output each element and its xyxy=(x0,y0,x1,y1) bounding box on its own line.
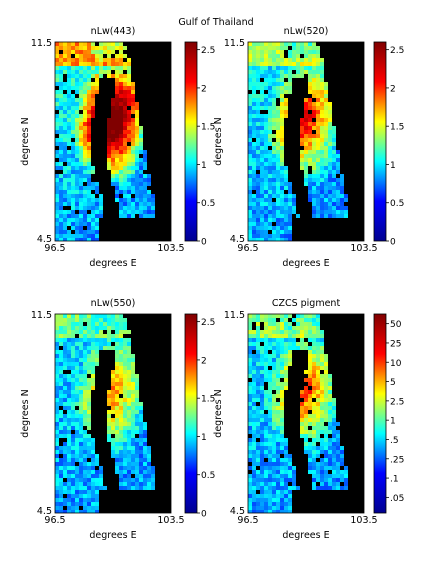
y-tick-label: 4.5 xyxy=(37,506,52,517)
colorbar-tick-label: 2 xyxy=(201,356,207,366)
colorbar-tick-label: 0 xyxy=(201,238,207,248)
y-tick-label: 11.5 xyxy=(31,310,52,321)
colorbar xyxy=(373,313,387,514)
y-axis-label: degrees N xyxy=(213,389,224,437)
y-tick-label: 4.5 xyxy=(230,234,245,245)
y-axis-label: degrees N xyxy=(20,117,31,165)
x-tick-label: 103.5 xyxy=(157,243,184,254)
x-axis-label: degrees E xyxy=(282,258,329,269)
ocean-color-field xyxy=(55,314,155,513)
x-axis-label: degrees E xyxy=(282,530,329,541)
colorbar-tick-label: 2.5 xyxy=(201,46,215,56)
colorbar-tick-label: 50 xyxy=(390,320,402,330)
x-tick-label: 96.5 xyxy=(237,515,258,526)
colorbar-tick-label: 1 xyxy=(390,161,396,171)
colorbar-tick-label: 2 xyxy=(390,84,396,94)
panel-4: CZCS pigment 11.5 4.596.5 103.5 degrees E deg… xyxy=(213,298,404,541)
colorbar-tick-label: 2.5 xyxy=(201,318,215,328)
axes-frame xyxy=(247,41,365,242)
axes-frame xyxy=(247,313,365,514)
y-axis-label: degrees N xyxy=(20,389,31,437)
x-tick-label: 103.5 xyxy=(157,515,184,526)
figure-title: Gulf of Thailand xyxy=(178,17,253,28)
colorbar-tick-label: 0 xyxy=(390,238,396,248)
colorbar-tick-label: 1.5 xyxy=(201,395,215,405)
colorbar-tick-label: 0.5 xyxy=(201,471,215,481)
colorbar-tick-label: 1 xyxy=(390,417,396,427)
x-tick-label: 96.5 xyxy=(237,243,258,254)
colorbar-tick-label: .1 xyxy=(390,475,399,485)
x-axis-label: degrees E xyxy=(89,258,136,269)
colorbar-tick-label: 5 xyxy=(390,378,396,388)
ocean-color-field xyxy=(248,42,348,241)
colorbar xyxy=(184,313,198,514)
y-axis-label: degrees N xyxy=(213,117,224,165)
x-tick-label: 96.5 xyxy=(44,515,65,526)
x-tick-label: 103.5 xyxy=(350,515,377,526)
ocean-color-field xyxy=(55,42,155,241)
colorbar-tick-label: 10 xyxy=(390,359,402,369)
axes-frame xyxy=(54,41,172,242)
colorbar-tick-label: 1 xyxy=(201,433,207,443)
colorbar-tick-label: .25 xyxy=(390,455,404,465)
colorbar xyxy=(373,41,387,242)
colorbar-tick-label: 2 xyxy=(201,84,207,94)
colorbar-tick-label: 0.5 xyxy=(390,199,404,209)
x-tick-label: 103.5 xyxy=(350,243,377,254)
colorbar-tick-label: 0.5 xyxy=(201,199,215,209)
y-tick-label: 4.5 xyxy=(37,234,52,245)
panel-title: nLw(520) xyxy=(284,26,329,37)
axes-frame xyxy=(54,313,172,514)
panel-title: nLw(550) xyxy=(91,298,136,309)
x-axis-label: degrees E xyxy=(89,530,136,541)
colorbar-tick-label: .05 xyxy=(390,494,404,504)
x-tick-label: 96.5 xyxy=(44,243,65,254)
colorbar-tick-label: 2.5 xyxy=(390,397,404,407)
colorbar-tick-label: 1.5 xyxy=(390,123,404,133)
colorbar-tick-label: 25 xyxy=(390,339,401,349)
colorbar-tick-label: 2.5 xyxy=(390,46,404,56)
colorbar-tick-label: 0 xyxy=(201,510,207,520)
y-tick-label: 11.5 xyxy=(224,310,245,321)
y-tick-label: 4.5 xyxy=(230,506,245,517)
panel-title: CZCS pigment xyxy=(272,298,341,309)
y-tick-label: 11.5 xyxy=(224,38,245,49)
ocean-color-field xyxy=(248,314,348,513)
y-tick-label: 11.5 xyxy=(31,38,52,49)
colorbar-tick-label: 1.5 xyxy=(201,123,215,133)
colorbar-tick-label: 1 xyxy=(201,161,207,171)
panel-title: nLw(443) xyxy=(91,26,136,37)
colorbar xyxy=(184,41,198,242)
colorbar-tick-label: .5 xyxy=(390,436,399,446)
